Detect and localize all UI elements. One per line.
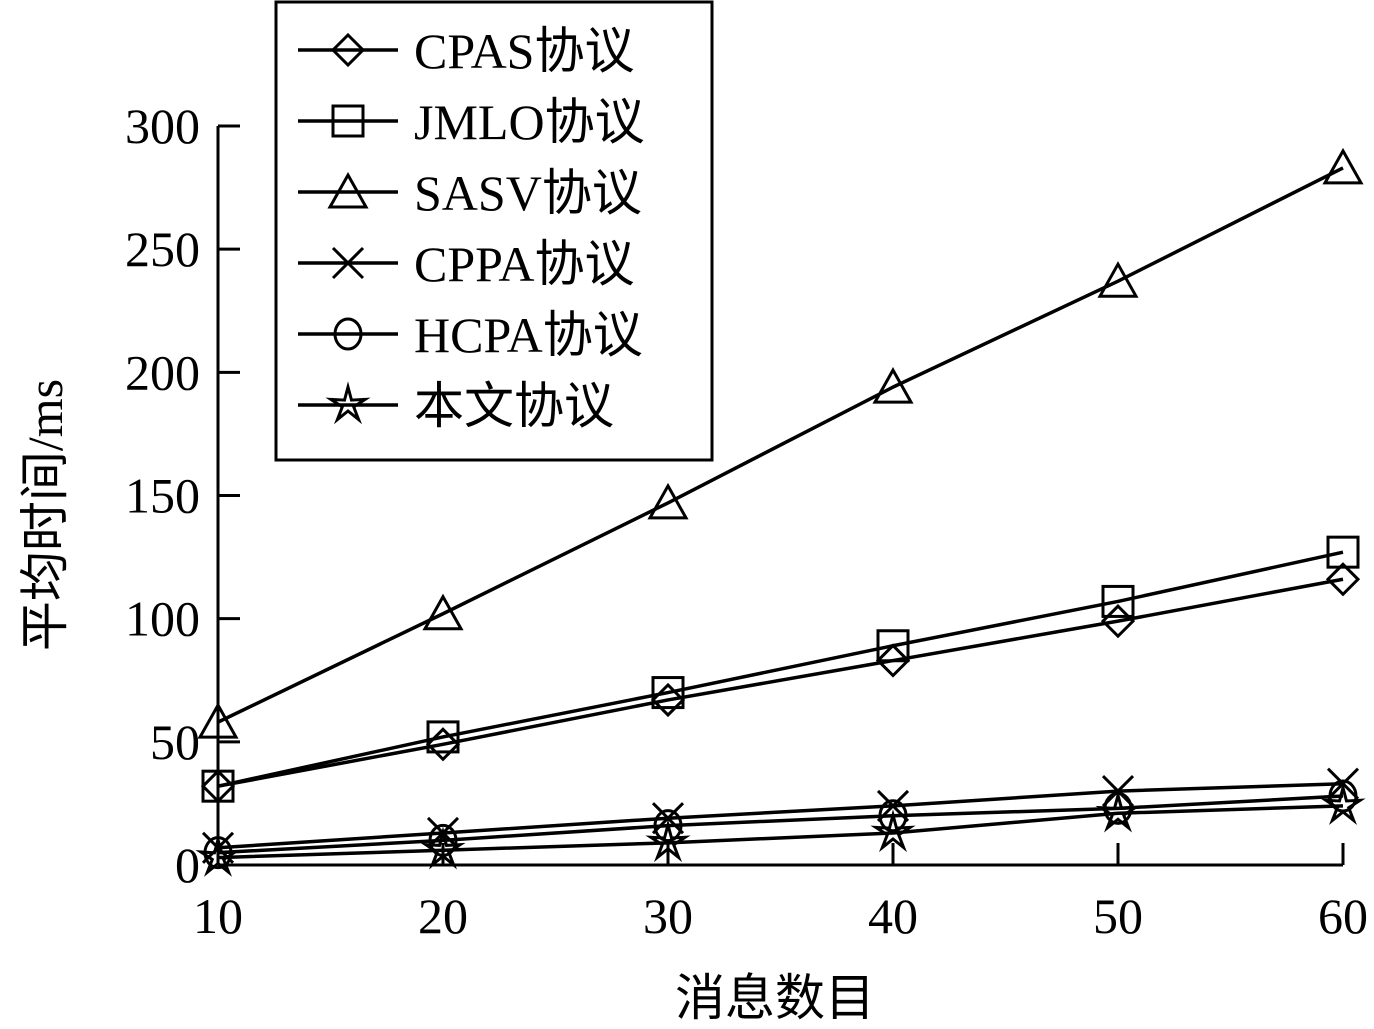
x-tick-label: 10 [193,888,243,944]
x-marker [651,802,685,835]
legend-item: SASV协议 [298,165,642,221]
legend-label: 本文协议 [414,378,614,434]
series-line [217,577,1344,788]
square-marker [331,104,365,138]
x-tick-label: 30 [643,888,693,944]
y-tick-label: 50 [150,714,200,770]
star-marker [1320,782,1366,826]
x-axis-label: 消息数目 [675,970,875,1026]
legend-label: CPPA协议 [414,236,634,292]
series-group [195,147,1366,877]
square-marker [201,769,235,803]
legend-box [274,0,714,462]
y-axis-label: 平均时间/ms [17,379,73,651]
star-marker [195,833,241,877]
diamond-marker [1325,562,1361,597]
series-star [195,782,1366,877]
circle-marker [333,317,363,351]
series-line [217,794,1344,855]
series-square [201,535,1360,803]
star-marker [870,809,916,853]
series-line [217,781,1344,850]
legend-item: HCPA协议 [298,307,643,363]
x-marker [331,246,365,280]
y-tick-label: 200 [125,344,200,400]
x-tick-label: 50 [1093,888,1143,944]
triangle-marker [1322,147,1364,185]
legend-label: SASV协议 [414,165,642,221]
triangle-marker [1097,261,1139,298]
x-tick-label: 40 [868,888,918,944]
triangle-marker [422,593,464,631]
series-line [217,804,1344,860]
diamond-marker [330,32,366,68]
series-diamond [200,562,1361,804]
tick-labels: 0 50 100 150 200 250 300 10 20 30 40 50 60 [125,98,1368,944]
diamond-marker [875,643,911,678]
triangle-marker [197,702,239,739]
square-marker [876,629,910,663]
triangle-marker [872,367,914,404]
legend-label: CPAS协议 [414,23,634,79]
star-marker [645,818,691,863]
series-triangle [197,147,1364,739]
y-tick-label: 250 [125,221,200,277]
x-tick-label: 60 [1318,888,1368,944]
square-marker [1326,535,1360,569]
y-tick-label: 100 [125,591,200,647]
legend-label: JMLO协议 [414,94,645,150]
legend-label: HCPA协议 [414,307,643,363]
square-marker [426,720,460,754]
legend-item: CPPA协议 [298,236,634,292]
triangle-marker [327,171,369,209]
x-tick-label: 20 [418,888,468,944]
axes [216,124,1345,867]
legend-item: CPAS协议 [298,23,634,79]
square-marker [651,676,685,710]
star-marker [1095,789,1141,833]
triangle-marker [647,482,689,520]
legend-item: JMLO协议 [298,94,645,150]
series-circle [203,779,1358,870]
legend-item: 本文协议 [298,378,614,434]
square-marker [1101,584,1135,618]
circle-marker [653,809,683,843]
star-marker [420,826,466,870]
star-marker [325,381,371,425]
y-tick-label: 0 [175,837,200,893]
series-line [217,550,1344,788]
circle-marker [878,799,908,833]
y-tick-label: 300 [125,98,200,154]
series-x [201,767,1360,864]
series-line [217,166,1344,724]
y-tick-label: 150 [125,468,200,524]
